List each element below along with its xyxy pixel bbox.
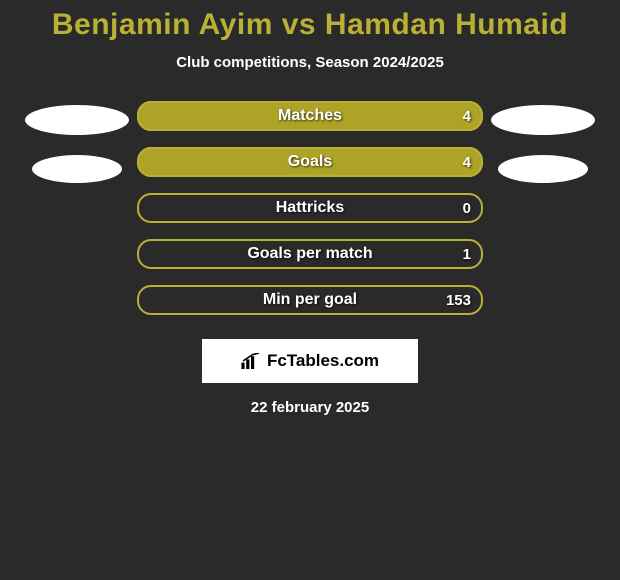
- stat-label: Hattricks: [137, 193, 483, 223]
- stat-row: Min per goal153: [137, 285, 483, 315]
- chart-icon: [241, 353, 261, 369]
- stat-row: Goals per match1: [137, 239, 483, 269]
- left-player-avatar: [25, 105, 129, 135]
- stat-bars: Matches4Goals4Hattricks0Goals per match1…: [137, 101, 483, 315]
- brand-text: FcTables.com: [267, 351, 379, 371]
- left-player-badge: [32, 155, 122, 183]
- brand-badge[interactable]: FcTables.com: [202, 339, 418, 383]
- left-player-col: [17, 101, 137, 203]
- page-title: Benjamin Ayim vs Hamdan Humaid: [52, 8, 568, 42]
- stat-label: Goals per match: [137, 239, 483, 269]
- stat-value: 4: [463, 101, 471, 131]
- stat-value: 0: [463, 193, 471, 223]
- stat-row: Goals4: [137, 147, 483, 177]
- page-subtitle: Club competitions, Season 2024/2025: [176, 54, 444, 71]
- stat-row: Hattricks0: [137, 193, 483, 223]
- comparison-card: Benjamin Ayim vs Hamdan Humaid Club comp…: [0, 0, 620, 416]
- stat-value: 153: [446, 285, 471, 315]
- right-player-badge: [498, 155, 588, 183]
- stat-value: 1: [463, 239, 471, 269]
- stat-value: 4: [463, 147, 471, 177]
- stats-area: Matches4Goals4Hattricks0Goals per match1…: [0, 101, 620, 315]
- right-player-avatar: [491, 105, 595, 135]
- right-player-col: [483, 101, 603, 203]
- date-line: 22 february 2025: [251, 399, 369, 416]
- stat-label: Matches: [137, 101, 483, 131]
- stat-label: Goals: [137, 147, 483, 177]
- stat-row: Matches4: [137, 101, 483, 131]
- stat-label: Min per goal: [137, 285, 483, 315]
